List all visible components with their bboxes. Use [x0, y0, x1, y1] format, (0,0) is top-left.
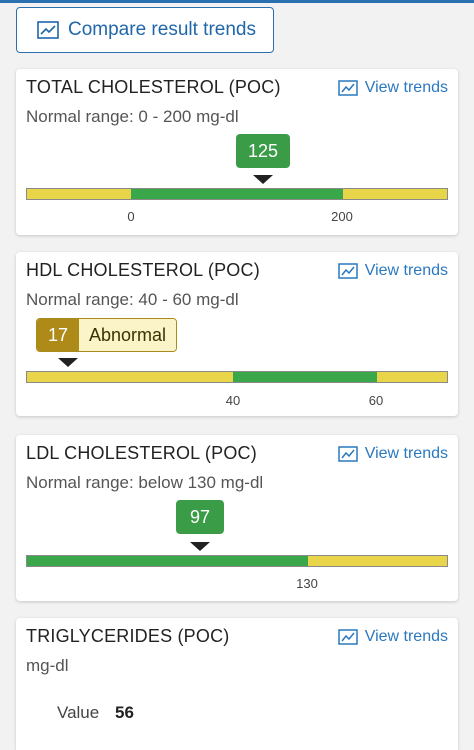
card-title: TOTAL CHOLESTEROL (POC) [26, 77, 281, 97]
compare-result-trends-label: Compare result trends [68, 19, 256, 40]
trend-chart-icon [37, 21, 59, 39]
normal-range-text: Normal range: below 130 mg-dl [26, 473, 264, 492]
range-bar [26, 555, 448, 567]
view-trends-link[interactable]: View trends [337, 628, 448, 646]
view-trends-label: View trends [364, 628, 448, 645]
normal-range-segment [131, 189, 343, 199]
normal-range-segment [233, 372, 377, 382]
total-cholesterol-card: TOTAL CHOLESTEROL (POC) View trends Norm… [16, 69, 458, 235]
result-value: 17 [37, 319, 79, 351]
abnormal-result-badge: 17 Abnormal [36, 318, 178, 352]
value-label: Value [57, 703, 100, 722]
compare-result-trends-button[interactable]: Compare result trends [16, 7, 274, 53]
view-trends-link[interactable]: View trends [337, 262, 448, 280]
range-tick-high: 60 [368, 393, 384, 408]
trend-chart-icon [337, 446, 358, 462]
normal-range-text: Normal range: 0 - 200 mg-dl [26, 107, 239, 126]
result-value: 56 [115, 703, 134, 722]
trend-chart-icon [337, 263, 358, 279]
triglycerides-card: TRIGLYCERIDES (POC) View trends mg-dl Va… [16, 618, 458, 750]
result-value-badge: 97 [176, 500, 224, 534]
view-trends-label: View trends [364, 262, 448, 279]
range-bar [26, 371, 448, 383]
normal-range-text: Normal range: 40 - 60 mg-dl [26, 290, 239, 309]
range-tick-low: 40 [225, 393, 241, 408]
units-text: mg-dl [26, 656, 69, 675]
range-tick-high: 200 [331, 209, 353, 224]
normal-range-segment [27, 556, 308, 566]
abnormal-status-label: Abnormal [79, 319, 177, 351]
value-pointer [58, 358, 78, 367]
view-trends-label: View trends [364, 79, 448, 96]
card-title: TRIGLYCERIDES (POC) [26, 626, 230, 646]
value-pointer [190, 542, 210, 551]
view-trends-link[interactable]: View trends [337, 79, 448, 97]
range-tick-low: 0 [127, 209, 135, 224]
card-title: LDL CHOLESTEROL (POC) [26, 443, 257, 463]
trend-chart-icon [337, 80, 358, 96]
view-trends-link[interactable]: View trends [337, 445, 448, 463]
view-trends-label: View trends [364, 445, 448, 462]
result-value-badge: 125 [236, 134, 290, 168]
top-accent-line [0, 0, 474, 3]
hdl-cholesterol-card: HDL CHOLESTEROL (POC) View trends Normal… [16, 252, 458, 416]
range-bar [26, 188, 448, 200]
trend-chart-icon [337, 629, 358, 645]
ldl-cholesterol-card: LDL CHOLESTEROL (POC) View trends Normal… [16, 435, 458, 601]
value-pointer [253, 175, 273, 184]
range-tick-high: 130 [296, 576, 318, 591]
card-title: HDL CHOLESTEROL (POC) [26, 260, 260, 280]
